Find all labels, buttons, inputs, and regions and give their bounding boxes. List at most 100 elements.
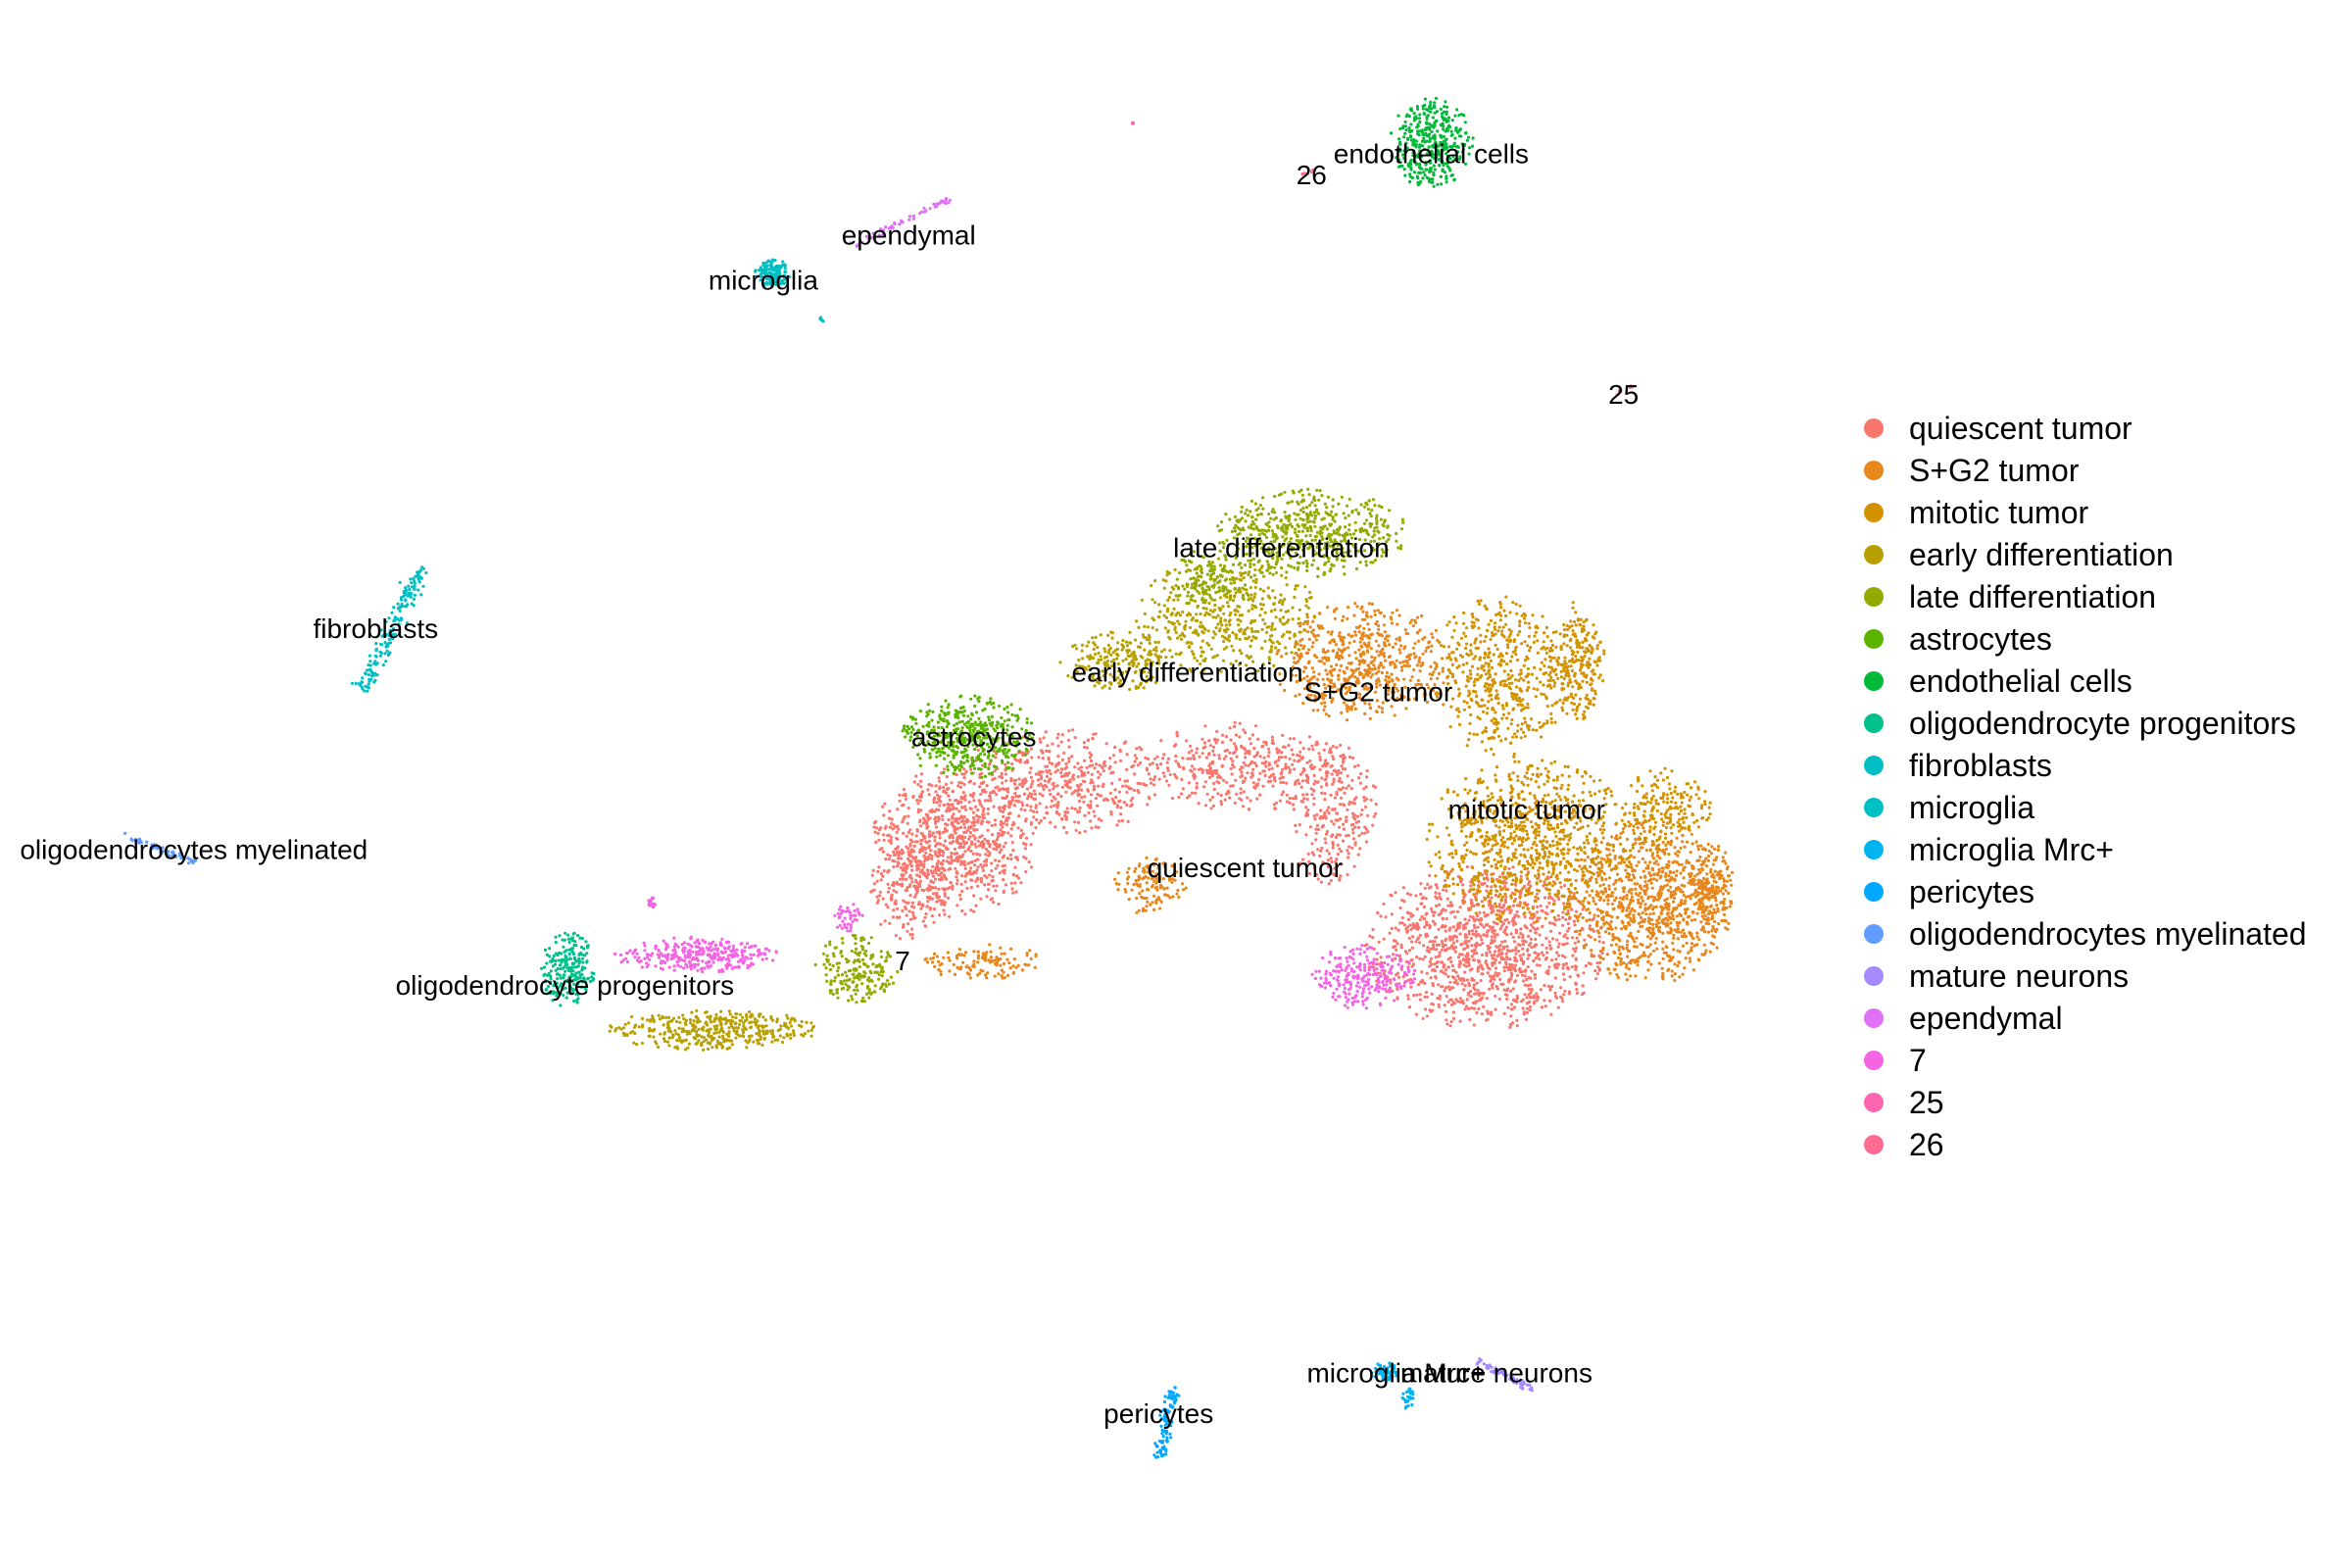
point-quiescent-tumor <box>1418 917 1422 922</box>
point-quiescent-tumor <box>967 825 971 829</box>
point-quiescent-tumor <box>1307 735 1312 739</box>
point-quiescent-tumor <box>1514 913 1518 917</box>
point-s-g2-tumor <box>1332 610 1336 613</box>
point-s-g2-tumor <box>1386 639 1390 643</box>
point-quiescent-tumor <box>1234 733 1238 737</box>
point-quiescent-tumor <box>1002 787 1005 792</box>
point-quiescent-tumor <box>934 825 939 829</box>
point-s-g2-tumor <box>1132 883 1136 887</box>
point-quiescent-tumor <box>1012 782 1016 786</box>
point-quiescent-tumor <box>1462 925 1466 929</box>
point-s-g2-tumor <box>1182 888 1186 892</box>
point-quiescent-tumor <box>951 833 955 837</box>
point-quiescent-tumor <box>1561 915 1565 920</box>
point-quiescent-tumor <box>1560 954 1565 957</box>
point-quiescent-tumor <box>1088 756 1092 760</box>
point-quiescent-tumor <box>1490 885 1494 889</box>
point-quiescent-tumor <box>1455 939 1459 943</box>
point-quiescent-tumor <box>1555 938 1559 942</box>
point-quiescent-tumor <box>985 863 989 867</box>
point-quiescent-tumor <box>1306 808 1310 812</box>
point-s-g2-tumor <box>1648 912 1652 916</box>
point-quiescent-tumor <box>1409 985 1413 989</box>
point-quiescent-tumor <box>1013 792 1017 796</box>
point-s-g2-tumor <box>1676 854 1680 858</box>
point-quiescent-tumor <box>1465 921 1469 925</box>
point-quiescent-tumor <box>1261 744 1265 749</box>
point-quiescent-tumor <box>1451 941 1455 945</box>
point-s-g2-tumor <box>1575 929 1579 934</box>
point-quiescent-tumor <box>1360 831 1364 836</box>
point-quiescent-tumor <box>920 868 924 872</box>
point-quiescent-tumor <box>1358 781 1362 785</box>
point-quiescent-tumor <box>902 923 906 927</box>
point-quiescent-tumor <box>950 822 954 826</box>
point-quiescent-tumor <box>1334 818 1338 822</box>
point-quiescent-tumor <box>884 824 888 829</box>
point-quiescent-tumor <box>1122 801 1126 805</box>
point-quiescent-tumor <box>998 859 1002 863</box>
point-quiescent-tumor <box>961 791 965 795</box>
point-quiescent-tumor <box>875 895 879 899</box>
point-s-g2-tumor <box>1633 940 1637 944</box>
point-quiescent-tumor <box>911 795 915 800</box>
point-quiescent-tumor <box>988 851 992 856</box>
point-quiescent-tumor <box>1125 753 1129 757</box>
point-quiescent-tumor <box>1364 840 1368 844</box>
point-quiescent-tumor <box>1139 782 1143 786</box>
point-s-g2-tumor <box>1421 637 1425 641</box>
point-s-g2-tumor <box>1391 611 1395 614</box>
point-quiescent-tumor <box>1200 768 1204 772</box>
point-s-g2-tumor <box>1645 935 1650 939</box>
point-quiescent-tumor <box>1165 766 1170 770</box>
point-quiescent-tumor <box>915 873 919 877</box>
point-quiescent-tumor <box>963 826 967 830</box>
point-quiescent-tumor <box>942 803 946 808</box>
point-quiescent-tumor <box>999 828 1003 832</box>
point-s-g2-tumor <box>1415 663 1419 667</box>
point-quiescent-tumor <box>1577 974 1581 978</box>
point-quiescent-tumor <box>1349 823 1354 827</box>
point-quiescent-tumor <box>945 847 949 851</box>
point-quiescent-tumor <box>1345 815 1348 819</box>
point-s-g2-tumor <box>1611 934 1615 938</box>
point-quiescent-tumor <box>1152 757 1156 760</box>
point-quiescent-tumor <box>1382 937 1386 941</box>
point-s-g2-tumor <box>1397 638 1401 643</box>
point-s-g2-tumor <box>1673 877 1677 881</box>
point-s-g2-tumor <box>1407 657 1412 662</box>
point-s-g2-tumor <box>1410 618 1414 622</box>
point-quiescent-tumor <box>1031 779 1035 783</box>
point-quiescent-tumor <box>1396 975 1400 979</box>
point-s-g2-tumor <box>1673 928 1677 932</box>
point-quiescent-tumor <box>1288 737 1293 741</box>
point-quiescent-tumor <box>1521 1006 1525 1010</box>
point-s-g2-tumor <box>1387 634 1391 638</box>
point-quiescent-tumor <box>908 917 913 921</box>
point-s-g2-tumor <box>1686 907 1690 911</box>
point-quiescent-tumor <box>976 808 980 812</box>
point-s-g2-tumor <box>1579 912 1583 916</box>
point-quiescent-tumor <box>1257 778 1261 782</box>
point-s-g2-tumor <box>1648 953 1652 956</box>
point-s-g2-tumor <box>1400 668 1404 672</box>
point-s-g2-tumor <box>1673 962 1677 966</box>
point-quiescent-tumor <box>1504 989 1509 993</box>
point-quiescent-tumor <box>942 785 946 790</box>
point-s-g2-tumor <box>1370 632 1374 636</box>
point-quiescent-tumor <box>1007 802 1011 806</box>
point-s-g2-tumor <box>1447 653 1451 657</box>
point-s-g2-tumor <box>1695 931 1699 935</box>
point-quiescent-tumor <box>918 794 922 799</box>
point-quiescent-tumor <box>1374 811 1378 815</box>
point-quiescent-tumor <box>1437 1003 1441 1006</box>
point-s-g2-tumor <box>1325 659 1329 662</box>
point-quiescent-tumor <box>1064 765 1069 769</box>
point-quiescent-tumor <box>1535 992 1539 996</box>
point-s-g2-tumor <box>1657 925 1662 930</box>
point-quiescent-tumor <box>1527 953 1531 957</box>
point-quiescent-tumor <box>1292 737 1296 741</box>
point-quiescent-tumor <box>1097 775 1101 780</box>
point-quiescent-tumor <box>1294 795 1298 799</box>
point-s-g2-tumor <box>1316 623 1320 628</box>
